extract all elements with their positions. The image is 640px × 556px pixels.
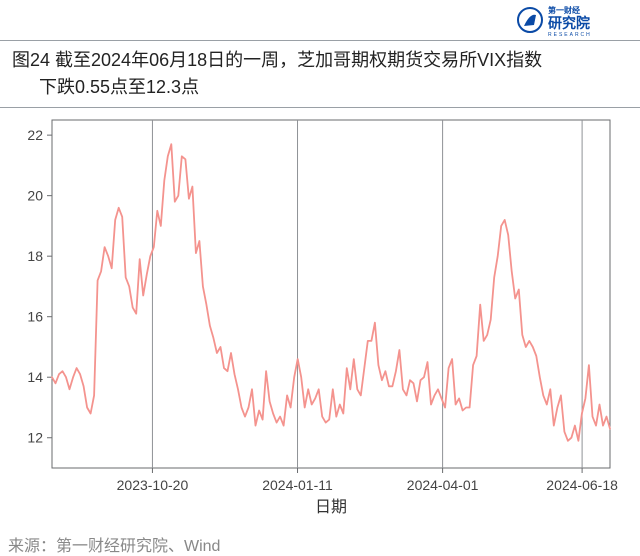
y-tick-label: 12 [27, 430, 43, 446]
y-tick-label: 16 [27, 309, 43, 325]
publisher-logo: 第一财经 研究院 RESEARCH [516, 3, 616, 37]
logo-latin: RESEARCH [548, 32, 592, 37]
logo-bottom-text: 研究院 [548, 15, 590, 31]
x-tick-label: 2023-10-20 [117, 477, 189, 493]
x-axis-label: 日期 [315, 498, 347, 516]
x-tick-label: 2024-04-01 [407, 477, 479, 493]
title-line-1: 图24 截至2024年06月18日的一周，芝加哥期权期货交易所VIX指数 [12, 50, 542, 70]
logo-top-text: 第一财经 [548, 5, 580, 15]
y-tick-label: 14 [27, 369, 43, 385]
title-line-2: 下跌0.55点至12.3点 [12, 74, 199, 101]
chart-title: 图24 截至2024年06月18日的一周，芝加哥期权期货交易所VIX指数 下跌0… [0, 40, 640, 108]
x-tick-label: 2024-01-11 [262, 477, 333, 493]
x-tick-label: 2024-06-18 [546, 477, 618, 493]
y-tick-label: 20 [27, 188, 43, 204]
source-text: 来源：第一财经研究院、Wind [8, 538, 220, 555]
plot-area [52, 120, 610, 468]
y-tick-label: 18 [27, 248, 43, 264]
y-tick-label: 22 [27, 127, 43, 143]
vix-line-chart: 12 14 16 18 20 22 2023-10-20 2024-01-11 2024-04-… [0, 108, 640, 528]
